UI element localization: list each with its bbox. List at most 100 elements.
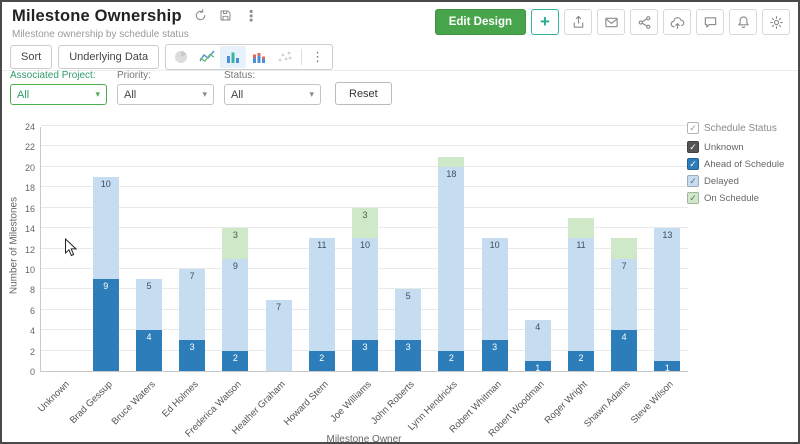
settings-button[interactable] <box>762 9 790 35</box>
bar-segment[interactable] <box>438 166 465 351</box>
bar-segment[interactable] <box>568 350 594 371</box>
bar-segment[interactable] <box>222 350 249 371</box>
legend-item[interactable]: ✓ Unknown <box>687 141 793 153</box>
export-icon <box>573 15 583 28</box>
scatter-chart-icon[interactable] <box>272 46 298 68</box>
share-button[interactable] <box>630 9 658 35</box>
y-tick-label: 0 <box>29 367 35 377</box>
legend-item-label: Delayed <box>704 175 739 187</box>
bar-segment[interactable] <box>352 207 378 239</box>
bar-segment[interactable] <box>395 289 422 341</box>
bar-segment[interactable] <box>611 258 638 331</box>
y-tick-label: 6 <box>29 305 35 316</box>
bar-segment[interactable] <box>136 330 162 371</box>
bar-segment[interactable] <box>654 228 681 361</box>
legend-item[interactable]: ✓ Ahead of Schedule <box>687 158 793 170</box>
legend-header-checkbox[interactable]: ✓ <box>687 122 699 134</box>
plot-area: 9 10 4 5 3 7 2 9 3 7 2 11 3 10 3 3 5 2 18 3 10 1 4 2 11 4 7 1 13 <box>40 125 688 373</box>
legend-item-label: Unknown <box>704 141 744 153</box>
legend-items: ✓ Unknown ✓ Ahead of Schedule ✓ Delayed ✓ On Sc… <box>687 141 793 204</box>
chart-type-group: ⋮ <box>165 44 334 70</box>
bar-segment[interactable] <box>481 340 508 371</box>
cloud-upload-icon <box>670 16 684 29</box>
bar-segment[interactable] <box>524 360 551 371</box>
filter-dropdown[interactable]: All ▾ <box>117 84 214 105</box>
bar-segment[interactable] <box>568 217 594 239</box>
filter-associated-project: Associated Project: All ▾ <box>10 70 107 105</box>
bar-segment[interactable] <box>611 330 638 371</box>
notification-button[interactable] <box>729 9 757 35</box>
edit-design-button[interactable]: Edit Design <box>434 9 526 35</box>
y-tick-label: 18 <box>24 183 35 194</box>
gridline <box>41 145 688 147</box>
legend-checkbox[interactable]: ✓ <box>687 175 699 187</box>
comment-button[interactable] <box>696 9 724 35</box>
filter-label: Priority: <box>117 70 151 81</box>
legend-checkbox[interactable]: ✓ <box>687 141 699 153</box>
filter-value: All <box>231 88 244 101</box>
header-actions: Edit Design + <box>434 9 790 35</box>
bar-segment[interactable] <box>395 340 422 371</box>
bar-segment[interactable] <box>308 350 335 371</box>
line-chart-icon[interactable] <box>194 46 220 68</box>
filter-dropdown[interactable]: All ▾ <box>224 84 321 105</box>
bar-segment[interactable] <box>352 238 378 341</box>
bar-segment[interactable] <box>308 238 335 351</box>
bar-segment[interactable] <box>654 360 681 371</box>
reset-button[interactable]: Reset <box>335 82 392 105</box>
bar-segment[interactable] <box>179 268 206 341</box>
bar-segment[interactable] <box>438 156 465 167</box>
legend-item-label: On Schedule <box>704 192 759 204</box>
bar-segment[interactable] <box>524 319 551 361</box>
refresh-icon[interactable] <box>194 9 207 24</box>
more-vertical-icon[interactable]: ⋮ <box>243 8 259 25</box>
bar-segment[interactable] <box>92 177 119 280</box>
pie-chart-icon[interactable] <box>168 46 194 68</box>
bar-segment[interactable] <box>438 350 465 371</box>
email-button[interactable] <box>597 9 625 35</box>
bar-segment[interactable] <box>222 258 249 351</box>
plot-area-wrap: 9 10 4 5 3 7 2 9 3 7 2 11 3 10 3 3 5 2 18 3 10 1 4 2 11 4 7 1 13 0 2 4… <box>25 122 688 440</box>
sort-button[interactable]: Sort <box>10 45 53 69</box>
column-chart-icon[interactable] <box>220 46 247 68</box>
legend-item[interactable]: ✓ On Schedule <box>687 192 793 204</box>
bar-segment[interactable] <box>352 340 378 371</box>
bar-segment[interactable] <box>611 238 638 259</box>
bar-segment[interactable] <box>265 299 292 371</box>
bar-segment[interactable] <box>568 238 594 351</box>
bar-segment[interactable] <box>179 340 206 371</box>
y-tick-label: 4 <box>29 326 35 337</box>
filter-priority: Priority: All ▾ <box>117 70 214 105</box>
bar-segment[interactable] <box>222 228 249 259</box>
y-tick-label: 20 <box>24 162 35 173</box>
filter-status: Status: All ▾ <box>224 70 321 105</box>
divider <box>301 49 303 65</box>
cloud-upload-button[interactable] <box>663 9 691 35</box>
gridline <box>41 125 688 126</box>
bar-segment[interactable] <box>92 279 119 371</box>
y-tick-label: 16 <box>24 203 35 214</box>
check-icon: ✓ <box>689 122 697 133</box>
legend-item-label: Ahead of Schedule <box>704 158 785 170</box>
bar-segment[interactable] <box>481 238 508 341</box>
comment-icon <box>704 16 716 28</box>
save-icon[interactable] <box>219 9 232 24</box>
bar-segment[interactable] <box>136 279 162 331</box>
legend-checkbox[interactable]: ✓ <box>687 158 699 170</box>
export-button[interactable] <box>564 9 592 35</box>
more-chart-types-icon[interactable]: ⋮ <box>311 49 325 64</box>
filter-value: All <box>17 88 30 101</box>
filters-container: Associated Project: All ▾ Priority: All ▾ Stat… <box>10 70 321 105</box>
chevron-down-icon: ▾ <box>95 89 100 99</box>
chart-toolbar: Sort Underlying Data ⋮ <box>10 44 334 70</box>
y-tick-label: 2 <box>29 346 35 357</box>
check-icon: ✓ <box>689 141 697 152</box>
underlying-data-button[interactable]: Underlying Data <box>58 45 160 69</box>
stacked-bar-chart-icon[interactable] <box>246 46 272 68</box>
add-widget-button[interactable]: + <box>531 9 559 35</box>
legend-checkbox[interactable]: ✓ <box>687 192 699 204</box>
legend-item[interactable]: ✓ Delayed <box>687 175 793 187</box>
filter-dropdown[interactable]: All ▾ <box>10 84 107 105</box>
legend-title: Schedule Status <box>704 122 777 134</box>
